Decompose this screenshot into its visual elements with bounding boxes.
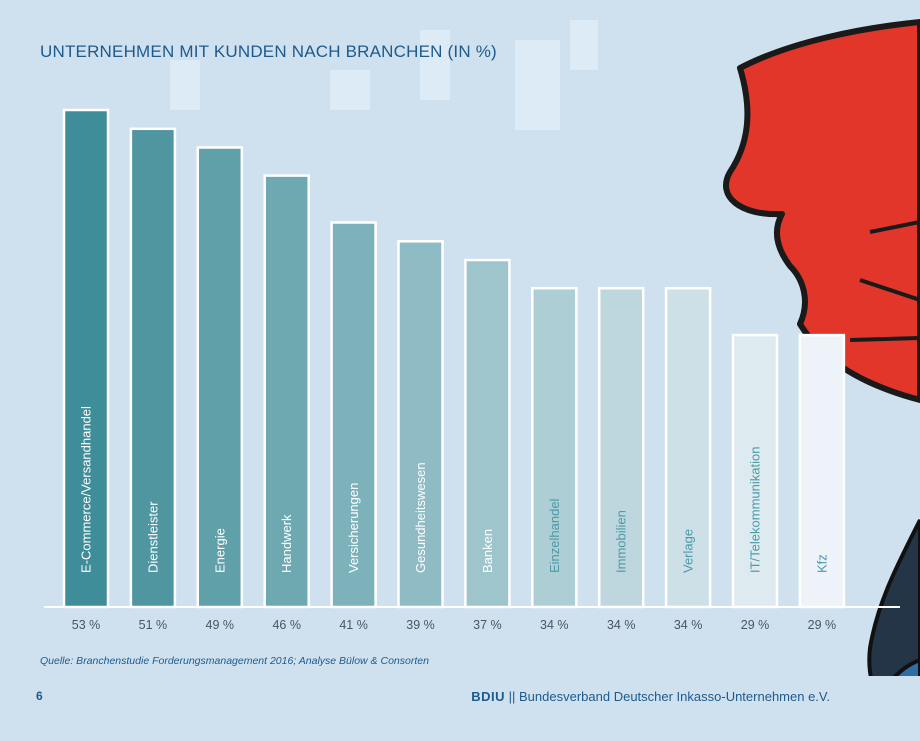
footer-organization: BDIU || Bundesverband Deutscher Inkasso-… <box>471 689 830 704</box>
bar-value-label: 51 % <box>139 618 168 632</box>
bar-value-label: 29 % <box>808 618 837 632</box>
bar-value-label: 53 % <box>72 618 101 632</box>
bar-category-label: Dienstleister <box>145 501 160 573</box>
bar-1 <box>62 108 110 609</box>
bar-value-label: 46 % <box>272 618 301 632</box>
footer-org-name: Bundesverband Deutscher Inkasso-Unterneh… <box>519 689 830 704</box>
bar-category-label: Einzelhandel <box>547 498 562 573</box>
source-note: Quelle: Branchenstudie Forderungsmanagem… <box>40 655 429 667</box>
bar-value-label: 37 % <box>473 618 502 632</box>
footer-bar <box>0 676 920 741</box>
bar-4 <box>263 174 310 609</box>
bar-category-label: Kfz <box>814 554 829 573</box>
bar-10 <box>664 286 712 609</box>
bar-category-label: Immobilien <box>614 510 629 573</box>
bar-7 <box>464 258 511 609</box>
bar-category-label: E-Commerce/Versandhandel <box>79 406 94 573</box>
bar-category-label: Banken <box>480 529 495 573</box>
bar-value-label: 41 % <box>339 618 368 632</box>
bar-3 <box>196 146 244 609</box>
bar-value-label: 34 % <box>674 618 703 632</box>
bar-value-label: 34 % <box>540 618 569 632</box>
bar-11 <box>731 333 779 609</box>
chart-title: UNTERNEHMEN MIT KUNDEN NACH BRANCHEN (IN… <box>40 42 497 61</box>
bar-category-label: Handwerk <box>279 514 294 573</box>
footer-brand: BDIU <box>471 689 506 704</box>
bar-5 <box>330 221 377 609</box>
bar-value-label: 39 % <box>406 618 435 632</box>
bar-category-label: Energie <box>212 528 227 573</box>
page-number: 6 <box>36 689 43 703</box>
bar-2 <box>129 127 177 609</box>
bar-category-label: Gesundheitswesen <box>413 462 428 573</box>
bar-value-label: 34 % <box>607 618 636 632</box>
bar-category-label: IT/Telekommunikation <box>748 447 763 573</box>
bar-category-label: Verlage <box>681 529 696 573</box>
bar-6 <box>397 240 444 609</box>
bar-value-label: 29 % <box>741 618 770 632</box>
bar-8 <box>531 286 578 609</box>
bar-12 <box>798 333 846 609</box>
footer-separator: || <box>505 689 520 704</box>
bar-value-label: 49 % <box>206 618 235 632</box>
bars-layer: E-Commerce/Versandhandel 53 % Dienstleiste… <box>62 108 846 632</box>
bar-9 <box>597 286 645 609</box>
cape-fold-lines <box>849 220 920 342</box>
background-squares <box>170 20 598 130</box>
bar-category-label: Versicherungen <box>346 483 361 573</box>
